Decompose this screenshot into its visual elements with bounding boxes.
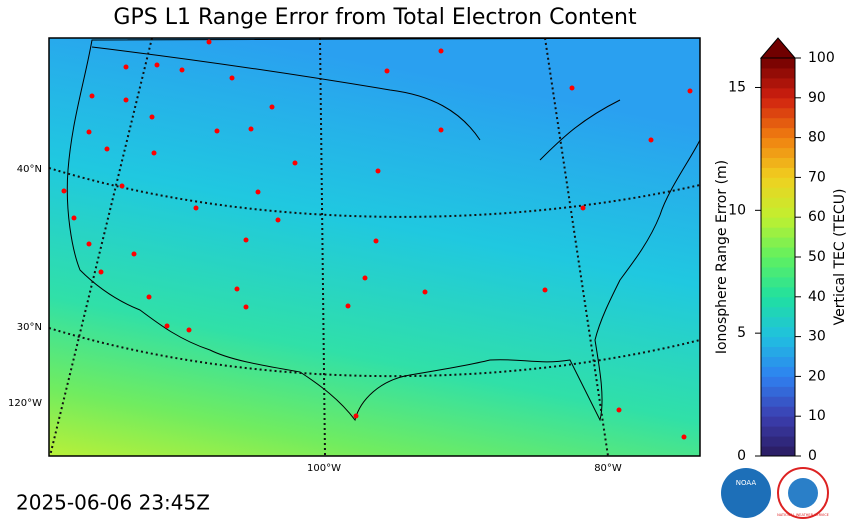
title: GPS L1 Range Error from Total Electron C…	[113, 5, 637, 30]
colorbar-step	[761, 77, 795, 89]
colorbar-step	[761, 217, 795, 228]
error-tick-label: 0	[737, 448, 746, 464]
error-axis-label: Ionosphere Range Error (m)	[714, 160, 730, 354]
colorbar-step	[761, 117, 795, 129]
colorbar-step	[761, 446, 795, 457]
colorbar-step	[761, 286, 795, 298]
tec-tick-label: 60	[808, 209, 826, 225]
error-tick-label: 5	[737, 325, 746, 341]
tec-tick-label: 40	[808, 289, 826, 305]
colorbar-step	[761, 247, 795, 258]
colorbar-step	[761, 157, 795, 168]
error-tick-label: 10	[728, 202, 746, 218]
colorbar-step	[761, 147, 795, 158]
nws-inner	[788, 478, 818, 508]
tec-field	[49, 38, 700, 456]
colorbar-step	[761, 356, 795, 367]
noaa-logo	[721, 468, 771, 518]
colorbar-step	[761, 426, 795, 437]
colorbar-step	[761, 107, 795, 119]
colorbar-step	[761, 127, 795, 139]
colorbar: 0 10 20 30 40 50 60 70 80 90 100 0 5 10 15	[728, 37, 835, 464]
tec-tick-label: 10	[808, 408, 826, 424]
colorbar-label: Vertical TEC (TECU)	[832, 189, 848, 326]
colorbar-step	[761, 316, 795, 328]
colorbar-step	[761, 266, 795, 278]
colorbar-step	[761, 276, 795, 288]
colorbar-step	[761, 97, 795, 109]
tec-tick-label: 0	[808, 448, 817, 464]
coastline	[66, 38, 700, 422]
colorbar-step	[761, 207, 795, 218]
colorbar-step	[761, 336, 795, 348]
colorbar-step	[761, 346, 795, 357]
colorbar-step	[761, 306, 795, 318]
colorbar-step	[761, 386, 795, 397]
lat-label: 30°N	[17, 322, 42, 333]
colorbar-step	[761, 227, 795, 238]
map-frame	[48, 37, 701, 457]
colorbar-step	[761, 376, 795, 387]
colorbar-step	[761, 406, 795, 417]
graticule	[49, 38, 700, 456]
colorbar-step	[761, 177, 795, 188]
colorbar-step	[761, 326, 795, 338]
colorbar-step	[761, 257, 795, 268]
colorbar-step	[761, 167, 795, 178]
logos: NOAA NATIONAL WEATHER SERVICE	[721, 467, 829, 519]
colorbar-extend	[759, 37, 797, 59]
tec-tick-label: 90	[808, 90, 826, 106]
colorbar-step	[761, 416, 795, 427]
tec-tick-label: 80	[808, 130, 826, 146]
border	[91, 46, 621, 161]
map	[49, 38, 700, 456]
colorbar-step	[761, 197, 795, 208]
colorbar-step	[761, 137, 795, 149]
nws-text: NATIONAL WEATHER SERVICE	[777, 513, 829, 517]
colorbar-step	[761, 87, 795, 99]
tec-tick-label: 70	[808, 169, 826, 185]
tec-tick-label: 20	[808, 368, 826, 384]
colorbar-step	[761, 366, 795, 377]
tec-tick-label: 100	[808, 50, 835, 66]
colorbar-step	[761, 237, 795, 248]
error-tick-label: 15	[728, 79, 746, 95]
lon-label: 100°W	[307, 463, 341, 474]
lon-label: 80°W	[594, 463, 622, 474]
colorbar-step	[761, 58, 795, 69]
colorbar-step	[761, 436, 795, 447]
colorbar-step	[761, 296, 795, 308]
lat-label: 40°N	[17, 164, 42, 175]
timestamp: 2025-06-06 23:45Z	[16, 491, 210, 515]
lon-label: 120°W	[8, 398, 42, 409]
tec-tick-label: 30	[808, 329, 826, 345]
colorbar-step	[761, 67, 795, 79]
stations	[61, 39, 693, 440]
noaa-text: NOAA	[736, 479, 757, 487]
tec-tick-label: 50	[808, 249, 826, 265]
colorbar-step	[761, 187, 795, 198]
colorbar-step	[761, 396, 795, 407]
